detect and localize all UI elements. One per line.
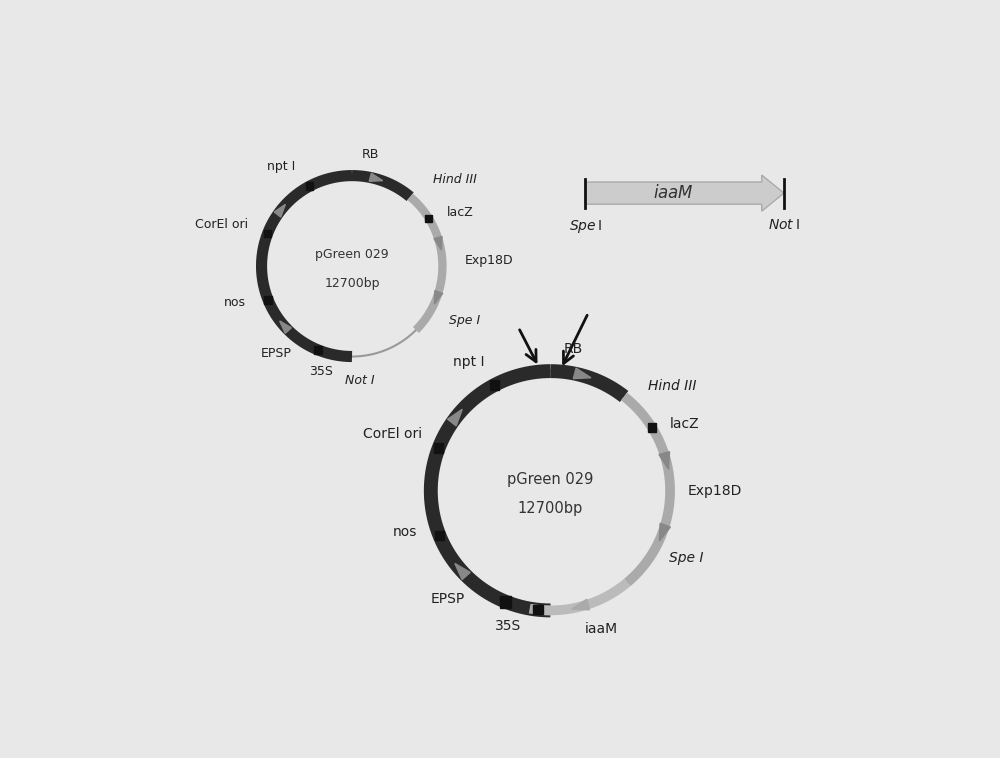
Polygon shape [274,205,285,217]
Text: npt I: npt I [267,160,295,173]
Polygon shape [318,177,331,186]
Polygon shape [369,174,383,181]
Text: Hind III: Hind III [433,173,477,186]
Polygon shape [434,290,443,304]
Bar [425,215,432,221]
Polygon shape [261,279,269,293]
Text: Exp18D: Exp18D [465,254,514,267]
Text: CorEl ori: CorEl ori [363,427,422,440]
Polygon shape [455,563,470,580]
Text: pGreen 029: pGreen 029 [315,248,389,261]
Text: Spe I: Spe I [449,314,480,327]
Text: Exp18D: Exp18D [687,484,742,498]
Bar [306,183,313,190]
Bar [264,230,271,237]
Polygon shape [659,452,669,469]
Text: lacZ: lacZ [447,206,474,219]
Text: $\it{Spe}$ I: $\it{Spe}$ I [569,218,602,235]
Polygon shape [280,321,291,334]
Text: 12700bp: 12700bp [518,501,583,515]
Bar [314,346,322,354]
Bar [434,443,443,453]
Text: Not I: Not I [345,374,375,387]
Bar [490,381,499,390]
Bar [533,605,543,615]
Polygon shape [434,236,442,250]
Text: RB: RB [564,342,583,356]
Text: iaaM: iaaM [585,622,618,636]
Polygon shape [572,600,590,610]
Text: CorEl ori: CorEl ori [195,218,248,231]
Text: 35S: 35S [495,619,521,633]
Bar [264,296,272,304]
Bar [648,423,656,432]
Text: Spe I: Spe I [669,551,704,565]
Text: nos: nos [224,296,246,309]
Text: pGreen 029: pGreen 029 [507,471,594,487]
Text: $\bf{\it{iaaM}}$: $\bf{\it{iaaM}}$ [653,184,694,202]
Text: 35S: 35S [309,365,333,378]
Bar [435,531,444,540]
Polygon shape [430,508,441,526]
Text: EPSP: EPSP [260,347,291,360]
Polygon shape [659,523,670,541]
Text: 12700bp: 12700bp [324,277,380,290]
Bar [500,596,511,608]
Polygon shape [505,374,523,384]
FancyArrow shape [585,175,784,211]
Polygon shape [448,409,462,426]
Text: Hind III: Hind III [648,379,697,393]
Text: EPSP: EPSP [430,592,464,606]
Text: lacZ: lacZ [669,417,699,431]
Text: $\it{Not}$ I: $\it{Not}$ I [768,218,800,232]
Polygon shape [573,368,591,379]
Text: nos: nos [393,525,417,539]
Text: npt I: npt I [453,356,485,369]
Text: RB: RB [361,148,379,161]
